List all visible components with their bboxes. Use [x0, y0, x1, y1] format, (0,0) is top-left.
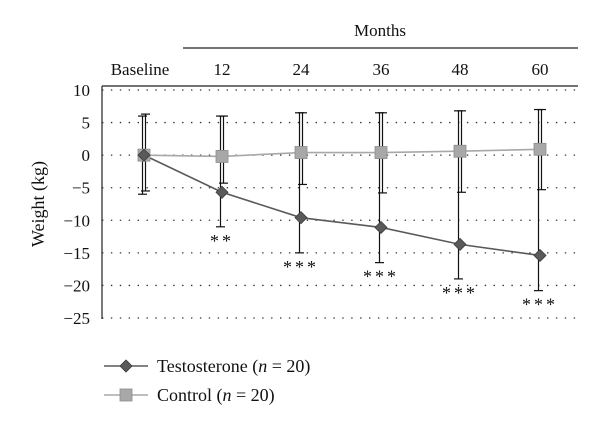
square-marker [533, 142, 547, 156]
y-tick-label: 10 [73, 81, 90, 100]
x-category-label: Baseline [111, 60, 170, 79]
y-tick-label: −10 [63, 211, 90, 230]
diamond-marker [374, 220, 388, 235]
category-labels: Baseline 12 24 36 48 60 [111, 60, 549, 79]
series-lines [143, 148, 541, 257]
y-tick-label: −25 [63, 309, 90, 328]
legend-label: Control (n = 20) [157, 385, 275, 406]
significance-marker: *** [442, 283, 478, 303]
series-markers [137, 142, 547, 263]
diamond-marker [533, 248, 547, 263]
series-line-control [143, 148, 541, 158]
significance-marker: *** [363, 267, 399, 287]
y-axis-title: Weight (kg) [28, 161, 49, 247]
y-tick-label: −5 [72, 179, 90, 198]
significance-marker: *** [283, 257, 319, 277]
y-tick-label: −20 [63, 276, 90, 295]
x-category-label: 24 [293, 60, 311, 79]
legend: Testosterone (n = 20) Control (n = 20) [104, 356, 310, 406]
y-axis-ticks: 10 5 0 −5 −10 −15 −20 −25 [63, 81, 90, 328]
significance-markers: ***** ********* [210, 231, 558, 315]
square-marker [119, 388, 133, 402]
diamond-marker [119, 359, 133, 373]
square-marker [215, 150, 229, 163]
y-tick-label: −15 [63, 244, 90, 263]
x-category-label: 48 [452, 60, 469, 79]
x-category-label: 36 [373, 60, 390, 79]
significance-marker: ** [210, 231, 234, 251]
square-marker [374, 146, 388, 159]
y-tick-label: 5 [82, 114, 91, 133]
error-bars [138, 108, 546, 292]
y-tick-label: 0 [82, 146, 91, 165]
significance-marker: *** [522, 295, 558, 315]
diamond-marker [215, 185, 229, 199]
legend-label: Testosterone (n = 20) [157, 356, 310, 377]
months-header: Months [354, 21, 406, 40]
x-category-label: 12 [214, 60, 231, 79]
gridlines [102, 89, 578, 319]
x-category-label: 60 [532, 60, 549, 79]
diamond-marker [453, 237, 467, 251]
diamond-marker [137, 148, 151, 162]
diamond-marker [294, 211, 308, 225]
series-line-testosterone [143, 154, 541, 257]
square-marker [294, 146, 308, 159]
square-marker [453, 144, 467, 158]
